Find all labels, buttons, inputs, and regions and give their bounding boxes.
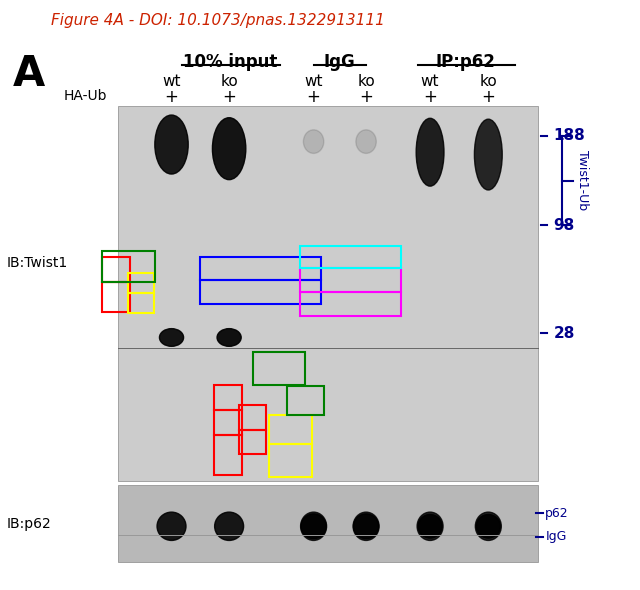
Ellipse shape — [474, 119, 502, 190]
Text: +: + — [222, 88, 236, 107]
Text: +: + — [359, 88, 373, 107]
Bar — [239, 430, 266, 454]
Ellipse shape — [301, 514, 326, 539]
Ellipse shape — [214, 512, 244, 540]
Bar — [214, 435, 242, 475]
Bar — [102, 251, 155, 282]
Text: ko: ko — [220, 74, 238, 88]
Text: ko: ko — [357, 74, 375, 88]
Bar — [102, 282, 130, 312]
Text: +: + — [164, 88, 179, 107]
Text: +: + — [307, 88, 321, 107]
Text: +: + — [423, 88, 437, 107]
Bar — [128, 273, 154, 293]
Ellipse shape — [417, 512, 443, 540]
Text: IgG: IgG — [545, 530, 566, 543]
Bar — [214, 410, 242, 435]
Text: A: A — [13, 53, 45, 95]
Bar — [269, 415, 312, 444]
Ellipse shape — [157, 512, 186, 540]
Text: IB:Twist1: IB:Twist1 — [6, 255, 68, 270]
Bar — [128, 293, 154, 313]
Text: 28: 28 — [554, 326, 575, 341]
Bar — [287, 386, 324, 415]
Text: 10% input: 10% input — [183, 53, 278, 71]
Ellipse shape — [353, 514, 379, 539]
Bar — [102, 257, 130, 282]
Bar — [200, 280, 321, 304]
Ellipse shape — [212, 118, 246, 180]
Text: Figure 4A - DOI: 10.1073/pnas.1322913111: Figure 4A - DOI: 10.1073/pnas.1322913111 — [51, 13, 385, 28]
Text: 98: 98 — [554, 218, 575, 233]
Bar — [214, 385, 242, 410]
Bar — [300, 246, 401, 268]
Ellipse shape — [356, 130, 376, 153]
Text: wt: wt — [421, 74, 439, 88]
Bar — [239, 405, 266, 430]
Ellipse shape — [418, 514, 442, 538]
Bar — [300, 268, 401, 292]
Text: wt: wt — [305, 74, 323, 88]
Ellipse shape — [416, 118, 444, 186]
Ellipse shape — [353, 512, 379, 540]
Bar — [300, 292, 401, 316]
Bar — [253, 352, 305, 385]
Ellipse shape — [476, 514, 500, 538]
Text: wt: wt — [163, 74, 180, 88]
Text: p62: p62 — [545, 507, 569, 520]
Text: IB:p62: IB:p62 — [6, 517, 51, 531]
Text: IP:p62: IP:p62 — [436, 53, 496, 71]
Text: 188: 188 — [554, 128, 586, 143]
Text: +: + — [481, 88, 495, 107]
Ellipse shape — [301, 512, 326, 540]
Ellipse shape — [155, 115, 188, 174]
Text: HA-Ub: HA-Ub — [64, 88, 108, 103]
Bar — [118, 485, 538, 562]
Bar — [200, 257, 321, 280]
Bar — [118, 106, 538, 481]
Ellipse shape — [159, 329, 184, 346]
Text: IgG: IgG — [323, 53, 355, 71]
Text: ko: ko — [479, 74, 497, 88]
Ellipse shape — [217, 329, 241, 346]
Ellipse shape — [476, 512, 501, 540]
Bar — [269, 444, 312, 477]
Ellipse shape — [303, 130, 324, 153]
Text: Twist1-Ub: Twist1-Ub — [576, 150, 589, 211]
